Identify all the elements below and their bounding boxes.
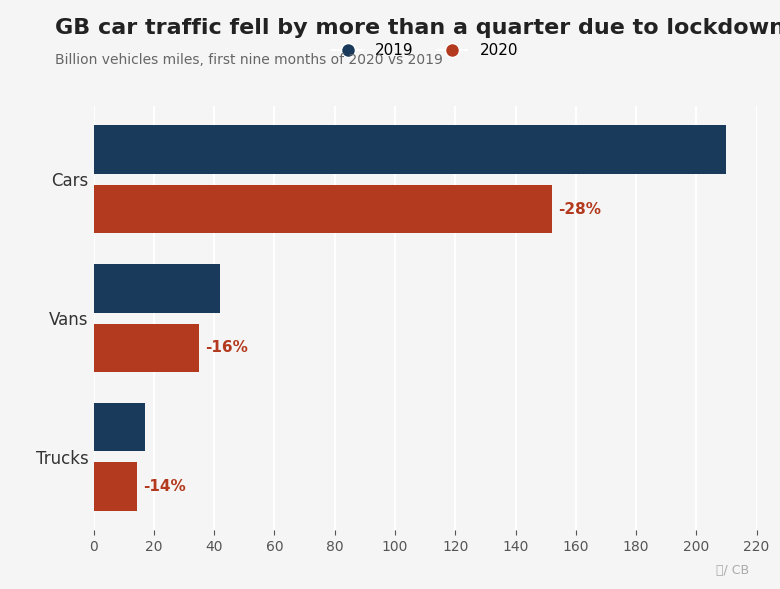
Bar [94, 462, 137, 511]
Text: GB car traffic fell by more than a quarter due to lockdowns: GB car traffic fell by more than a quart… [55, 18, 780, 38]
Bar [94, 264, 220, 313]
Legend: 2019, 2020: 2019, 2020 [326, 37, 524, 65]
Text: -28%: -28% [558, 201, 601, 217]
Bar [94, 323, 199, 372]
Bar [94, 185, 551, 233]
Text: -16%: -16% [205, 340, 248, 355]
Bar [94, 403, 145, 451]
Text: ⦿/ CB: ⦿/ CB [716, 564, 749, 577]
Text: -14%: -14% [144, 479, 186, 494]
Text: Billion vehicles miles, first nine months of 2020 vs 2019: Billion vehicles miles, first nine month… [55, 53, 442, 67]
Bar [94, 125, 726, 174]
